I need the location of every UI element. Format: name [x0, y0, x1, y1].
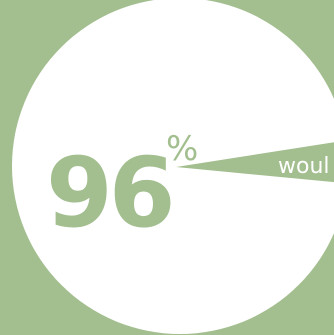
pie-slice-main [12, 0, 334, 334]
percent-number: 96 [46, 137, 172, 249]
percent-symbol: % [166, 129, 198, 169]
pie-slices [12, 0, 334, 334]
pie-slice-minor [176, 142, 334, 183]
slice-label: woul [278, 154, 330, 179]
